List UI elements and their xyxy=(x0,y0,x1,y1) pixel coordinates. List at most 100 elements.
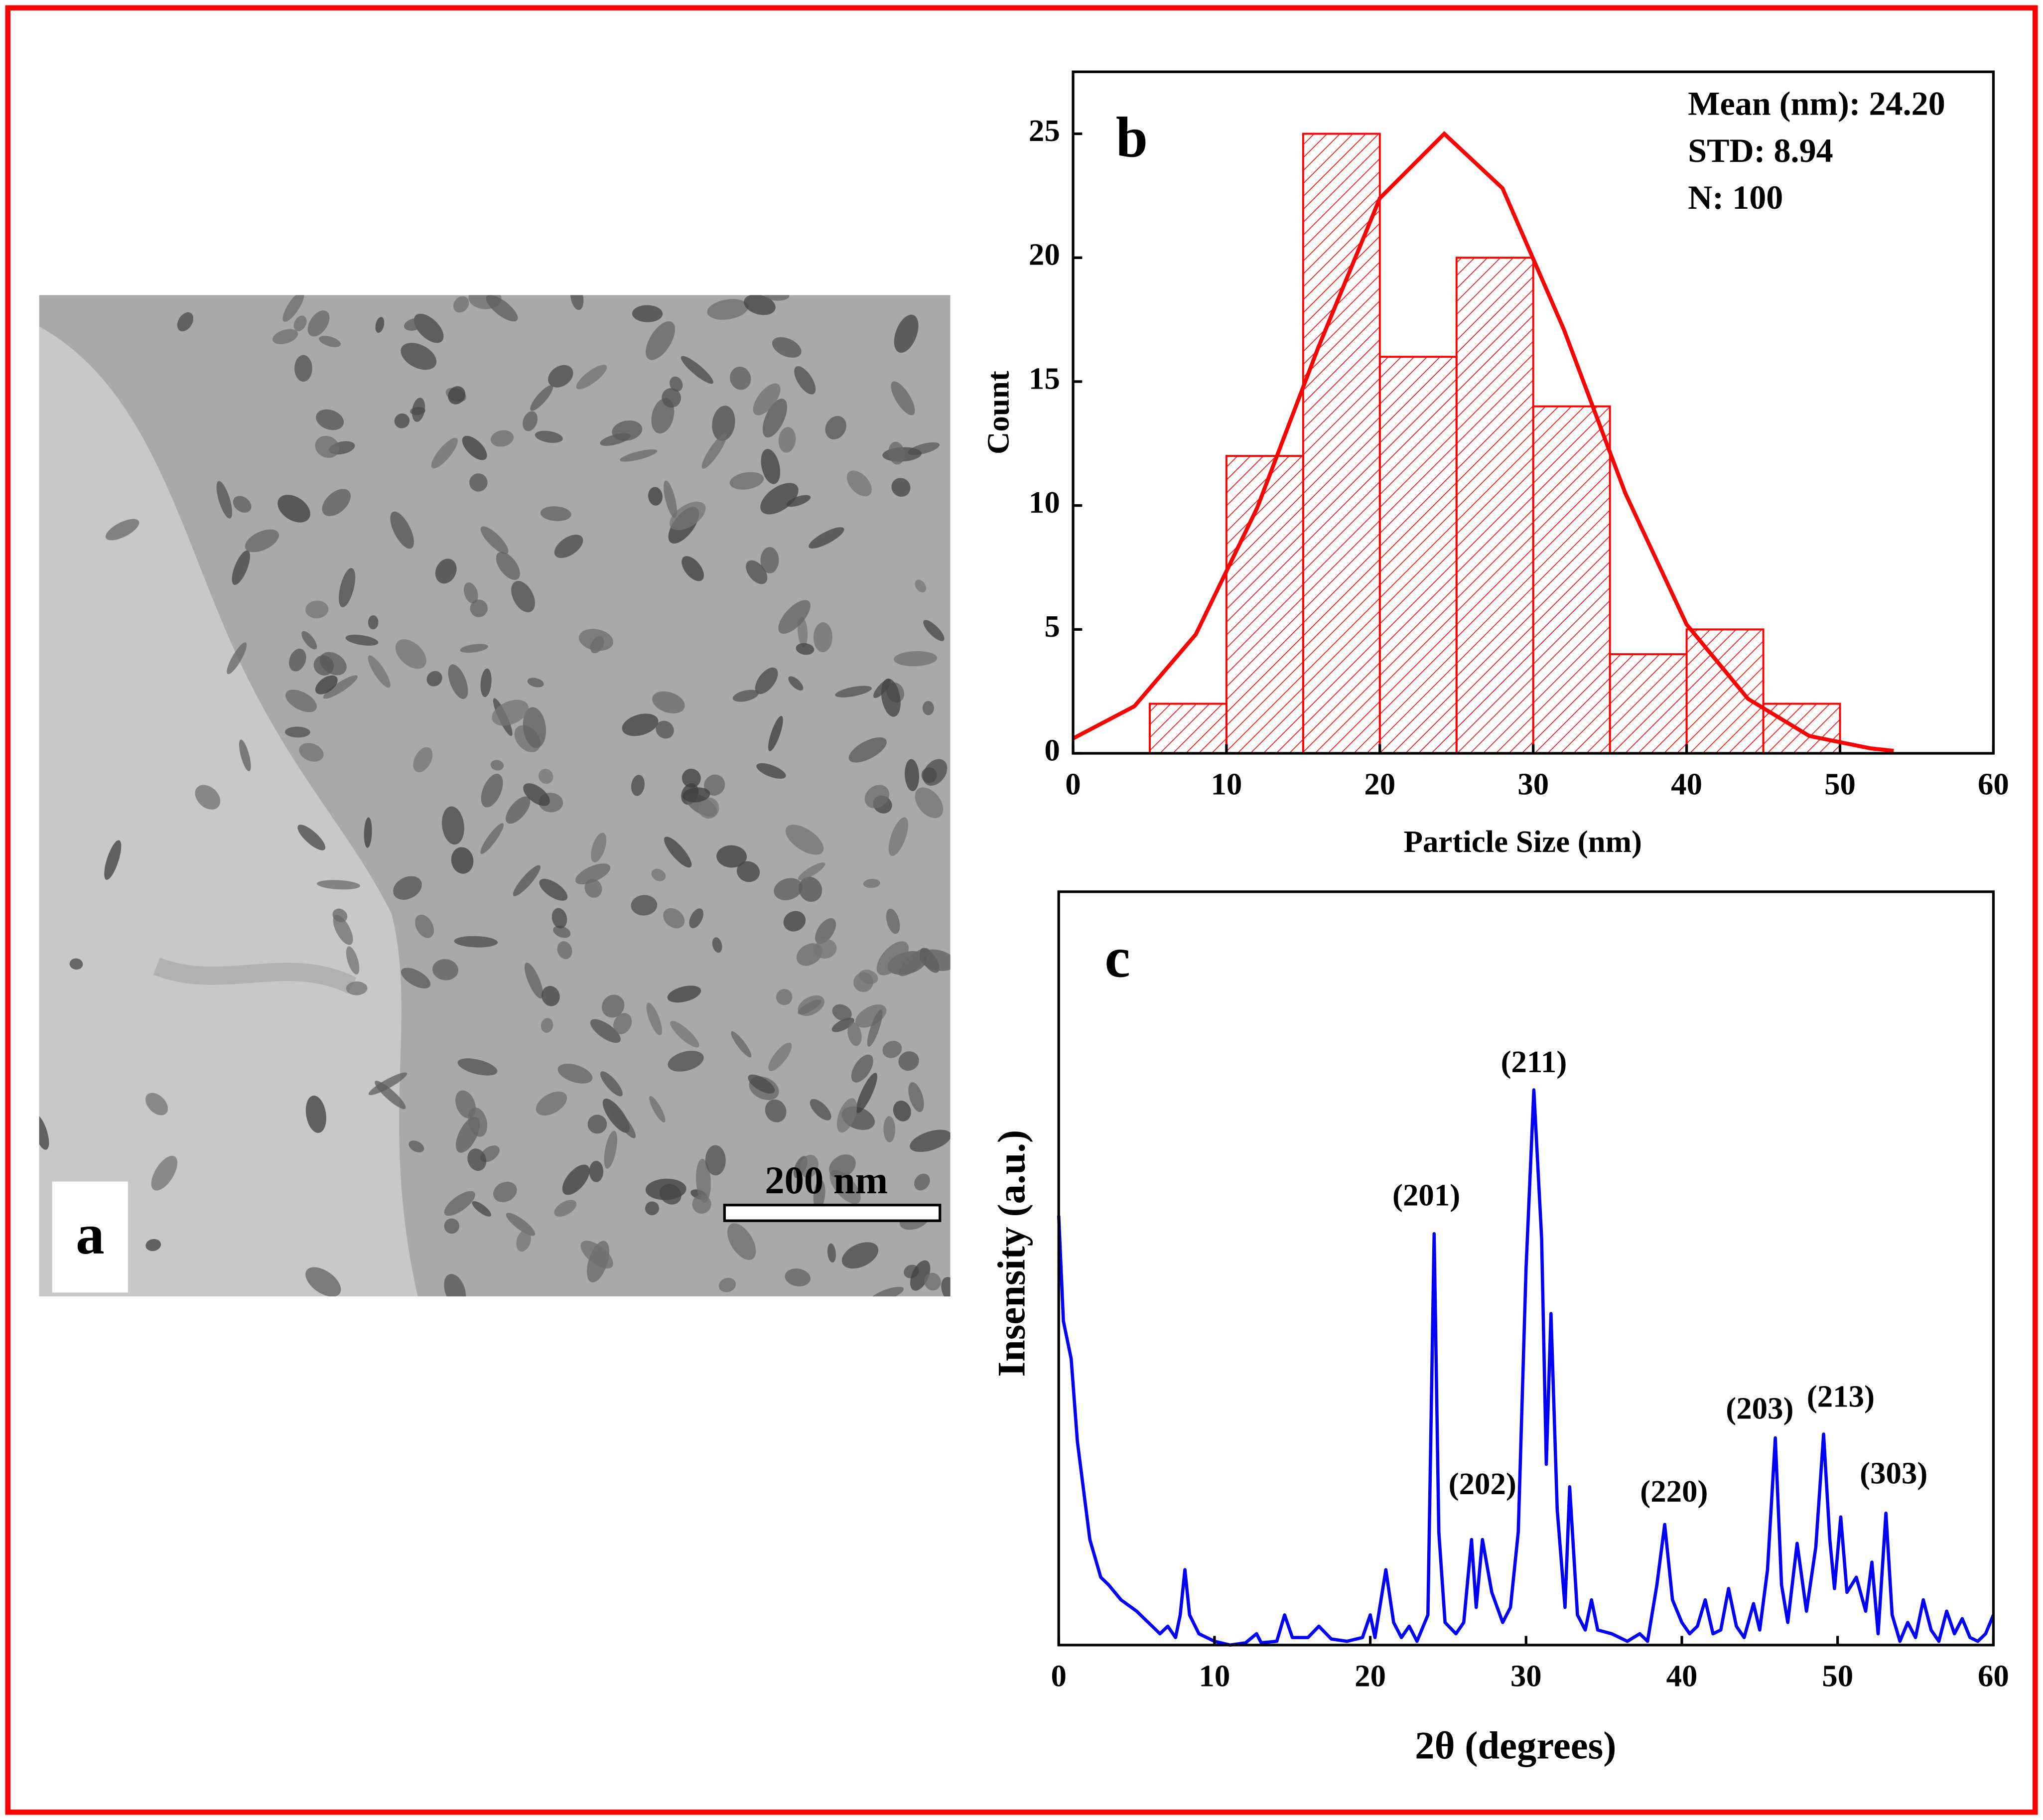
tem-particle xyxy=(798,862,825,880)
tem-particle xyxy=(551,908,567,929)
tem-particle xyxy=(316,880,360,890)
tem-particle xyxy=(554,1200,577,1217)
tem-particle xyxy=(774,878,803,900)
tem-particle xyxy=(542,985,560,1006)
tem-particle xyxy=(575,863,611,885)
tem-particle xyxy=(856,1073,878,1114)
x-tick-label: 60 xyxy=(1978,1658,2009,1693)
tem-particle xyxy=(444,1191,475,1216)
tem-particle xyxy=(764,295,790,301)
tem-particle xyxy=(457,1058,498,1076)
tem-particle xyxy=(905,759,920,791)
tem-particle xyxy=(536,1091,567,1116)
y-tick-label: 15 xyxy=(1029,361,1060,396)
tem-particle xyxy=(346,946,360,975)
tem-particle xyxy=(768,1042,792,1071)
tem-particle xyxy=(523,783,550,806)
x-tick-label: 60 xyxy=(1978,767,2009,802)
image-label-box xyxy=(52,1181,128,1293)
peak-label: (202) xyxy=(1449,1466,1516,1501)
tem-particle xyxy=(894,651,938,667)
panel-label: a xyxy=(76,1202,105,1266)
tem-particle xyxy=(729,472,764,490)
tem-particle xyxy=(664,837,692,868)
tem-particle xyxy=(435,559,457,584)
tem-particle xyxy=(827,1243,836,1263)
tem-particle xyxy=(651,868,666,881)
tem-particle xyxy=(239,739,251,772)
tem-particle xyxy=(864,785,890,809)
tem-particle xyxy=(645,1201,659,1216)
tem-particle xyxy=(285,690,317,712)
tem-particle xyxy=(648,487,663,506)
tem-particle xyxy=(511,581,535,612)
tem-particle xyxy=(813,1180,825,1210)
tem-particle xyxy=(431,437,458,469)
tem-particle xyxy=(707,299,749,320)
tem-particle xyxy=(469,473,488,492)
tem-particle xyxy=(232,550,250,585)
tem-particle xyxy=(785,1268,811,1286)
bar xyxy=(1762,702,1841,755)
tem-particle xyxy=(401,343,437,370)
tem-particle xyxy=(145,1239,161,1252)
tem-particle xyxy=(610,1106,636,1138)
tem-particle xyxy=(227,642,247,675)
tem-particle xyxy=(832,1004,852,1021)
tem-particle xyxy=(346,981,368,995)
tem-particle xyxy=(846,470,872,497)
tem-particle xyxy=(924,1272,941,1291)
tem-particle xyxy=(332,908,348,923)
tem-particle xyxy=(145,1093,168,1116)
x-tick-label: 50 xyxy=(1824,767,1856,802)
tem-particle xyxy=(870,1286,904,1297)
tem-particle xyxy=(401,968,431,988)
tem-particle xyxy=(460,644,488,653)
tem-particle xyxy=(613,1013,632,1034)
tem-particle xyxy=(829,1154,856,1178)
tem-particle xyxy=(524,963,544,999)
tem-particle xyxy=(712,406,735,441)
tem-particle xyxy=(712,937,722,953)
tem-particle xyxy=(368,615,379,630)
tem-particle xyxy=(316,409,344,430)
tem-particle xyxy=(664,480,677,518)
x-tick-label: 30 xyxy=(1517,767,1549,802)
tem-particle xyxy=(305,1267,341,1297)
tem-particle xyxy=(646,1002,662,1035)
stat-annotation: N: 100 xyxy=(1688,178,1783,216)
tem-particle xyxy=(881,678,901,717)
x-tick-label: 20 xyxy=(1355,1658,1386,1693)
tem-particle xyxy=(516,1230,532,1252)
tem-particle xyxy=(297,825,326,850)
tem-particle xyxy=(898,1051,919,1071)
y-tick-label: 20 xyxy=(1029,237,1060,272)
tem-particle xyxy=(765,1099,787,1122)
peak-label: (220) xyxy=(1640,1474,1708,1509)
tem-particle xyxy=(660,1184,681,1205)
tem-particle xyxy=(760,547,779,573)
tem-particle xyxy=(888,441,905,465)
tem-particle xyxy=(587,1115,607,1134)
tem-particle xyxy=(785,825,824,855)
tem-particle xyxy=(463,582,478,604)
tem-particle xyxy=(829,1170,861,1204)
tem-particle xyxy=(490,430,514,447)
tem-particle xyxy=(698,797,719,819)
tem-particle xyxy=(395,639,426,669)
tem-particle xyxy=(670,501,706,531)
tem-particle xyxy=(772,337,802,358)
tem-particle xyxy=(462,435,487,460)
x-tick-label: 0 xyxy=(1065,767,1081,802)
tem-particle xyxy=(315,675,338,695)
tem-particle xyxy=(778,600,811,634)
tem-particle xyxy=(442,806,464,845)
tem-particle xyxy=(530,385,553,411)
x-axis-title: Particle Size (nm) xyxy=(1404,824,1642,859)
tem-particle xyxy=(620,449,658,462)
tem-particle xyxy=(589,1160,604,1182)
tem-particle xyxy=(506,796,531,824)
tem-particle xyxy=(894,314,919,353)
